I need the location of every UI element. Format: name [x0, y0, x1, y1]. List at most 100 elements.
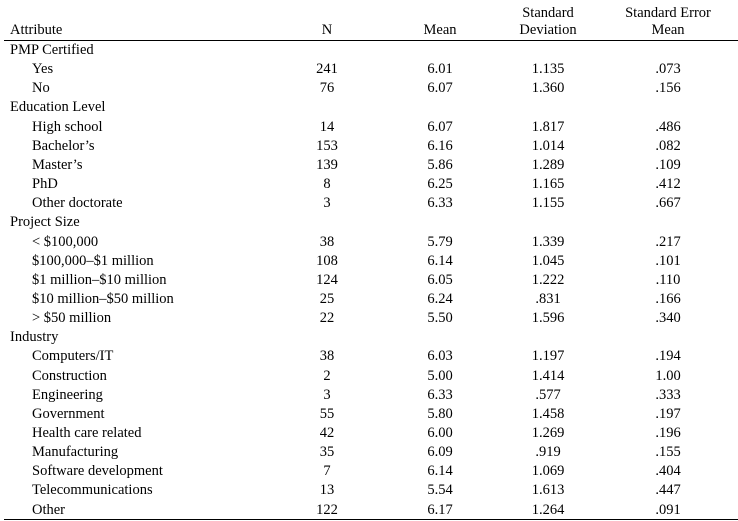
- row-label: $10 million–$50 million: [32, 290, 174, 307]
- cell: 1.458: [531, 405, 565, 422]
- row-label: $1 million–$10 million: [32, 271, 167, 288]
- cell: 122: [316, 501, 338, 518]
- cell: .109: [655, 156, 681, 173]
- cell: 14: [319, 118, 335, 135]
- cell: .194: [655, 348, 681, 365]
- cell: 1.00: [655, 367, 681, 384]
- cell: 1.197: [531, 348, 565, 365]
- row-label: Other doctorate: [32, 195, 123, 212]
- row-label: PhD: [32, 176, 58, 193]
- cell: 108: [316, 252, 338, 269]
- cell: 6.05: [427, 271, 453, 288]
- cell: 1.135: [531, 61, 565, 78]
- header-cell: Attribute: [10, 22, 63, 38]
- cell: 6.24: [427, 290, 453, 307]
- cell: 1.264: [531, 501, 565, 518]
- cell: 139: [316, 156, 338, 173]
- cell: .082: [655, 137, 681, 154]
- cell: 7: [323, 463, 331, 480]
- cell: 3: [323, 386, 331, 403]
- row-label: Software development: [32, 463, 163, 480]
- cell: 5.50: [427, 310, 453, 327]
- cell: 241: [316, 61, 338, 78]
- cell: .667: [655, 195, 681, 212]
- cell: 38: [319, 348, 335, 365]
- cell: 6.09: [427, 444, 453, 461]
- header-rule: [4, 40, 738, 41]
- cell: 1.045: [531, 252, 565, 269]
- row-label: Bachelor’s: [32, 137, 95, 154]
- cell: .412: [655, 176, 681, 193]
- group-title: Education Level: [10, 99, 106, 116]
- cell: 38: [319, 233, 335, 250]
- header-cell: Deviation: [519, 22, 577, 38]
- cell: 1.360: [531, 80, 565, 97]
- cell: 76: [319, 80, 335, 97]
- bottom-rule: [4, 519, 738, 520]
- cell: 1.165: [531, 176, 565, 193]
- cell: .217: [655, 233, 681, 250]
- cell: .166: [655, 290, 681, 307]
- cell: .101: [655, 252, 681, 269]
- row-label: Health care related: [32, 425, 142, 441]
- row-label: Yes: [32, 61, 54, 78]
- cell: 1.613: [531, 482, 565, 499]
- cell: .197: [655, 405, 681, 422]
- cell: .447: [655, 482, 681, 499]
- cell: 1.269: [531, 425, 565, 441]
- cell: 1.014: [531, 137, 565, 154]
- cell: 8: [323, 176, 331, 193]
- cell: .073: [655, 61, 681, 78]
- row-label: Master’s: [32, 156, 83, 173]
- row-label: < $100,000: [32, 233, 99, 250]
- cell: 6.17: [427, 501, 453, 518]
- cell: 6.33: [427, 195, 453, 212]
- cell: .919: [535, 444, 561, 461]
- cell: 124: [316, 271, 338, 288]
- cell: 6.03: [427, 348, 453, 365]
- cell: 2: [323, 367, 331, 384]
- cell: .831: [535, 290, 561, 307]
- cell: 153: [316, 137, 338, 154]
- cell: 5.00: [427, 367, 453, 384]
- cell: 1.069: [531, 463, 565, 480]
- cell: 6.00: [427, 425, 453, 441]
- cell: 5.86: [427, 156, 453, 173]
- cell: .577: [535, 386, 561, 403]
- cell: 6.25: [427, 176, 453, 193]
- cell: 55: [319, 405, 335, 422]
- row-label: $100,000–$1 million: [32, 252, 154, 269]
- row-label: Engineering: [32, 386, 103, 403]
- cell: .091: [655, 501, 681, 518]
- cell: 25: [319, 290, 335, 307]
- cell: .156: [655, 80, 681, 97]
- row-label: Other: [32, 501, 66, 518]
- row-label: > $50 million: [32, 310, 112, 327]
- cell: .404: [655, 463, 681, 480]
- cell: 5.54: [427, 482, 453, 499]
- cell: 22: [319, 310, 335, 327]
- cell: 3: [323, 195, 331, 212]
- header-cell: Standard Error: [625, 5, 711, 21]
- cell: .333: [655, 386, 681, 403]
- cell: 6.16: [427, 137, 453, 154]
- row-label: Computers/IT: [32, 348, 114, 365]
- cell: 6.07: [427, 80, 453, 97]
- header-cell: Standard: [522, 5, 574, 21]
- cell: 1.289: [531, 156, 565, 173]
- cell: 5.80: [427, 405, 453, 422]
- cell: 6.01: [427, 61, 453, 78]
- cell: 1.155: [531, 195, 565, 212]
- header-cell: Mean: [423, 22, 457, 38]
- cell: .486: [655, 118, 681, 135]
- group-title: PMP Certified: [10, 42, 94, 58]
- cell: .196: [655, 425, 681, 441]
- cell: 5.79: [427, 233, 453, 250]
- header-cell: Mean: [651, 22, 685, 38]
- cell: 42: [319, 425, 335, 441]
- cell: 1.596: [531, 310, 565, 327]
- row-label: High school: [32, 118, 103, 135]
- cell: 6.07: [427, 118, 453, 135]
- cell: 13: [319, 482, 335, 499]
